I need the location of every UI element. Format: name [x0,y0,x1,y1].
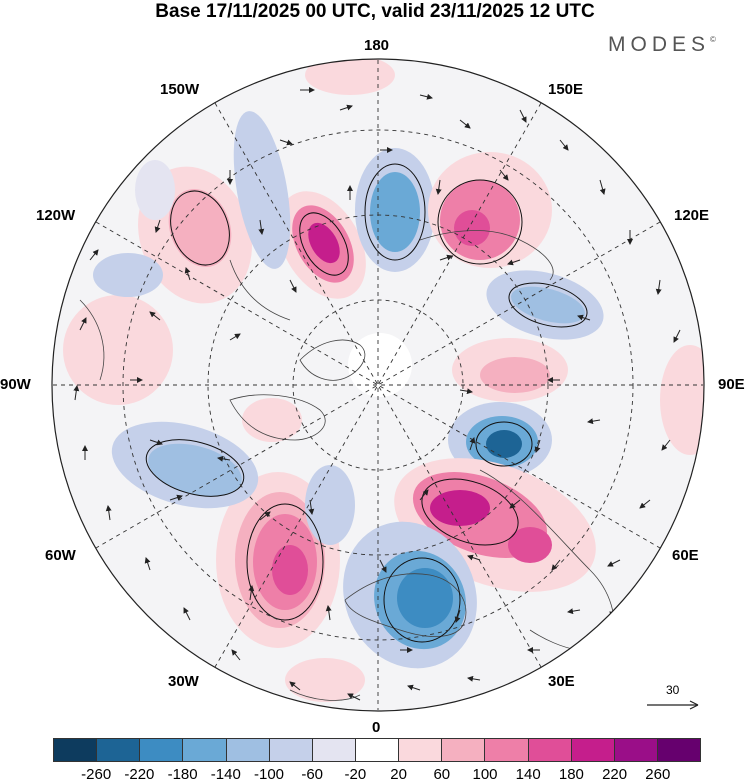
colorbar-segment [97,739,141,761]
colorbar-tick-label: -140 [210,766,241,783]
lon-label-60e: 60E [672,547,699,564]
colorbar-segment [485,739,529,761]
colorbar-tick-label: 260 [645,766,671,783]
colorbar-tick-label: -220 [124,766,155,783]
lon-label-150w: 150W [160,81,200,98]
colorbar-tick-label: 220 [602,766,628,783]
colorbar-segment [140,739,184,761]
lon-label-0: 0 [372,719,381,736]
anomaly-pink-100w [63,295,173,405]
colorbar-segment [442,739,486,761]
colorbar-segment [657,739,701,761]
colorbar-segment [54,739,98,761]
colorbar-segment [226,739,270,761]
colorbar-tick-label: -180 [167,766,198,783]
graticule [53,60,703,710]
lon-label-30w: 30W [168,673,199,690]
registered-icon: © [710,35,716,44]
contour-lines [145,163,588,643]
colorbar-ticks: -260 -220 -180 -140 -100 -60 -20 20 60 100 140 180 2… [53,766,701,784]
reference-vector-arrow [647,700,699,710]
colorbar-tick-label: 100 [472,766,498,783]
map-boundary [51,58,705,712]
lon-label-90e: 90E [718,376,745,393]
colorbar-segment [399,739,443,761]
reference-vector-label: 30 [666,683,680,697]
colorbar-segment [312,739,356,761]
colorbar-tick-label: -100 [253,766,285,783]
colorbar-segment [571,739,615,761]
lon-label-90w: 90W [0,376,31,393]
lon-label-30e: 30E [548,673,575,690]
colorbar-tick-label: 20 [390,766,407,783]
colorbar-tick-label: -260 [81,766,112,783]
colorbar-tick-label: 60 [433,766,451,783]
wind-vectors [73,87,681,701]
colorbar [53,738,701,762]
lon-label-150e: 150E [548,81,584,98]
lon-label-180: 180 [364,37,390,54]
colorbar-segment [528,739,572,761]
lon-label-120e: 120E [674,207,710,224]
lon-label-120w: 120W [36,207,76,224]
chart-title: Base 17/11/2025 00 UTC, valid 23/11/2025… [155,1,595,22]
modes-logo: MODES© [608,33,716,57]
lon-label-60w: 60W [45,547,76,564]
colorbar-segment [355,739,400,761]
colorbar-tick-label: 180 [558,766,584,783]
colorbar-segment [614,739,658,761]
colorbar-segment [183,739,227,761]
colorbar-segment [269,739,313,761]
colorbar-tick-label: -20 [344,766,367,783]
brand-text: MODES [608,33,711,56]
colorbar-tick-label: 140 [515,766,541,783]
colorbar-tick-label: -60 [301,766,324,783]
anomaly-fields [63,59,704,702]
